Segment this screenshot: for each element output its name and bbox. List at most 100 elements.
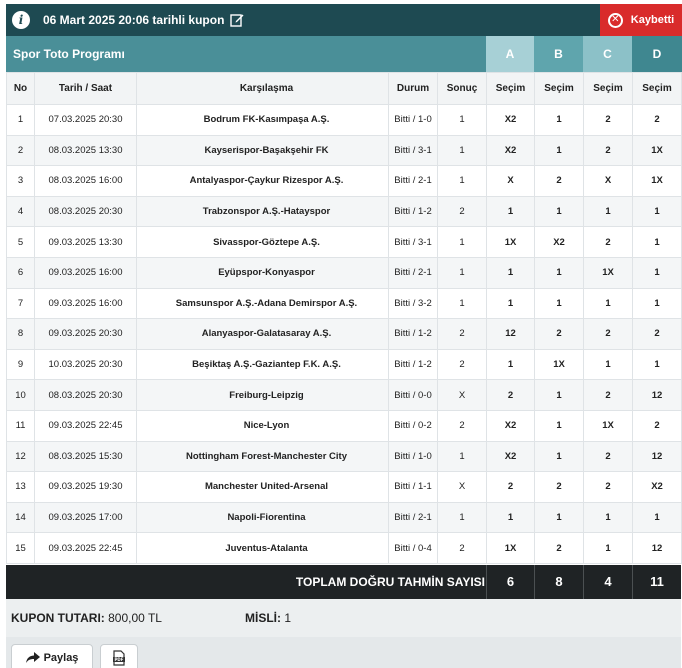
column-c-header: C (583, 36, 632, 72)
header-pick-d: Seçim (632, 72, 682, 105)
row-pick-d: 1X (632, 134, 682, 167)
row-pick-b: 2 (534, 471, 584, 503)
row-result: 2 (437, 532, 487, 564)
coupon-summary: KUPON TUTARI: 800,00 TL MİSLİ: 1 (6, 599, 681, 637)
row-status: Bitti / 0-0 (388, 379, 438, 411)
row-status: Bitti / 2-1 (388, 165, 438, 197)
row-pick-c: 1 (583, 287, 633, 320)
row-pick-c: 1 (583, 195, 633, 228)
svg-text:PDF: PDF (115, 657, 124, 662)
row-pick-a: 2 (486, 471, 535, 503)
row-pick-d: 1 (632, 256, 682, 289)
column-d-header: D (632, 36, 682, 72)
row-pick-b: 1 (534, 501, 584, 534)
row-match: Nice-Lyon (136, 409, 389, 442)
row-pick-d: 1X (632, 165, 682, 197)
row-pick-d: 12 (632, 379, 682, 411)
row-pick-c: 1 (583, 348, 633, 381)
row-pick-a: X2 (486, 409, 535, 442)
row-datetime: 09.03.2025 16:00 (34, 256, 137, 289)
table-row: 2 08.03.2025 13:30 Kayserispor-Başakşehir … (6, 134, 682, 167)
program-table: No Tarih / Saat Karşılaşma Durum Sonuç S… (6, 72, 682, 564)
coupon-amount-value: 800,00 TL (108, 611, 162, 625)
row-pick-b: X2 (534, 226, 584, 258)
row-pick-a: X2 (486, 440, 535, 473)
row-status: Bitti / 1-2 (388, 195, 438, 228)
row-pick-d: 1 (632, 348, 682, 381)
row-no: 8 (6, 318, 35, 350)
row-no: 9 (6, 348, 35, 381)
header-status: Durum (388, 72, 438, 105)
row-no: 5 (6, 226, 35, 258)
x-circle-icon: ✕ (607, 12, 623, 28)
row-match: Trabzonspor A.Ş.-Hatayspor (136, 195, 389, 228)
row-result: X (437, 471, 487, 503)
row-match: Samsunspor A.Ş.-Adana Demirspor A.Ş. (136, 287, 389, 320)
totals-label: TOPLAM DOĞRU TAHMİN SAYISI (295, 575, 485, 589)
row-pick-d: 12 (632, 532, 682, 564)
row-pick-c: 2 (583, 471, 633, 503)
row-pick-c: 2 (583, 104, 633, 136)
row-datetime: 09.03.2025 20:30 (34, 318, 137, 350)
status-label: Kaybetti (630, 14, 675, 26)
row-pick-d: 1 (632, 226, 682, 258)
row-result: 1 (437, 104, 487, 136)
row-no: 13 (6, 471, 35, 503)
row-status: Bitti / 1-0 (388, 104, 438, 136)
row-match: Eyüpspor-Konyaspor (136, 256, 389, 289)
row-pick-c: 1X (583, 409, 633, 442)
coupon-amount-label: KUPON TUTARI: (11, 611, 105, 625)
pdf-button[interactable]: PDF (100, 644, 138, 668)
row-pick-c: 2 (583, 318, 633, 350)
row-no: 6 (6, 256, 35, 289)
header-datetime: Tarih / Saat (34, 72, 137, 105)
table-row: 8 09.03.2025 20:30 Alanyaspor-Galatasaray … (6, 318, 682, 350)
total-d: 11 (632, 565, 681, 599)
share-button[interactable]: Paylaş (11, 644, 93, 668)
row-pick-a: 1 (486, 287, 535, 320)
row-no: 2 (6, 134, 35, 167)
header-match: Karşılaşma (136, 72, 389, 105)
row-match: Nottingham Forest-Manchester City (136, 440, 389, 473)
header-pick-b: Seçim (534, 72, 584, 105)
row-pick-b: 2 (534, 532, 584, 564)
edit-icon[interactable] (230, 13, 244, 27)
row-pick-c: X (583, 165, 633, 197)
row-result: 1 (437, 165, 487, 197)
table-row: 6 09.03.2025 16:00 Eyüpspor-Konyaspor Bitti… (6, 256, 682, 289)
header-result: Sonuç (437, 72, 487, 105)
column-b-header: B (534, 36, 583, 72)
header-pick-a: Seçim (486, 72, 535, 105)
row-result: X (437, 379, 487, 411)
row-status: Bitti / 1-1 (388, 471, 438, 503)
row-result: 2 (437, 318, 487, 350)
row-pick-d: 2 (632, 318, 682, 350)
row-datetime: 10.03.2025 20:30 (34, 348, 137, 381)
row-datetime: 09.03.2025 22:45 (34, 532, 137, 564)
multiplier: MİSLİ: 1 (245, 599, 291, 637)
row-match: Juventus-Atalanta (136, 532, 389, 564)
row-pick-b: 1 (534, 379, 584, 411)
row-result: 1 (437, 256, 487, 289)
info-icon[interactable]: i (12, 11, 30, 29)
row-datetime: 09.03.2025 19:30 (34, 471, 137, 503)
header-no: No (6, 72, 35, 105)
row-match: Manchester United-Arsenal (136, 471, 389, 503)
row-match: Beşiktaş A.Ş.-Gaziantep F.K. A.Ş. (136, 348, 389, 381)
row-pick-a: 12 (486, 318, 535, 350)
row-pick-d: 1 (632, 501, 682, 534)
table-row: 4 08.03.2025 20:30 Trabzonspor A.Ş.-Hatays… (6, 195, 682, 228)
row-pick-b: 1 (534, 195, 584, 228)
row-result: 2 (437, 195, 487, 228)
row-datetime: 08.03.2025 20:30 (34, 379, 137, 411)
row-result: 2 (437, 348, 487, 381)
multiplier-label: MİSLİ: (245, 611, 281, 625)
status-badge-lost: ✕ Kaybetti (600, 4, 682, 36)
row-no: 3 (6, 165, 35, 197)
row-datetime: 08.03.2025 15:30 (34, 440, 137, 473)
row-pick-a: 1 (486, 501, 535, 534)
row-datetime: 09.03.2025 22:45 (34, 409, 137, 442)
table-row: 12 08.03.2025 15:30 Nottingham Forest-Manc… (6, 440, 682, 473)
row-pick-a: X (486, 165, 535, 197)
table-row: 7 09.03.2025 16:00 Samsunspor A.Ş.-Adana D… (6, 287, 682, 320)
